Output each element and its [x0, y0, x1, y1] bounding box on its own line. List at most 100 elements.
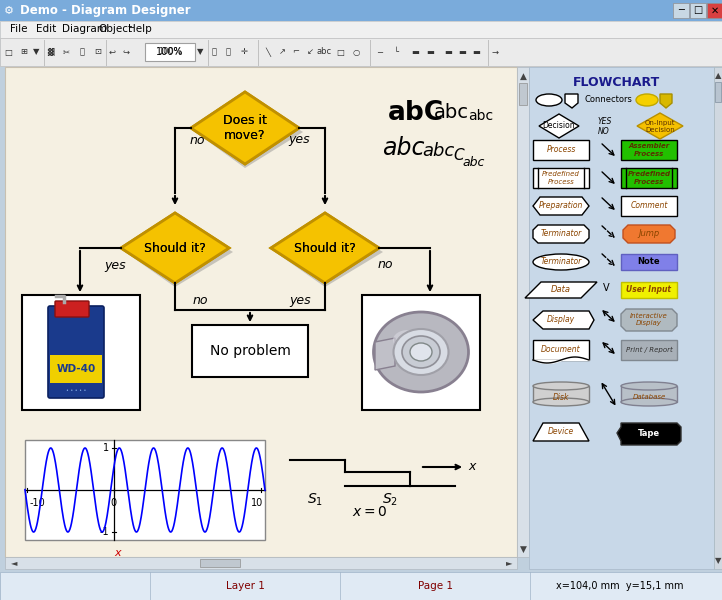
FancyBboxPatch shape — [0, 21, 722, 38]
Polygon shape — [533, 225, 589, 243]
Ellipse shape — [533, 382, 589, 390]
Polygon shape — [533, 197, 589, 215]
Text: NO: NO — [598, 127, 610, 136]
Text: User Input: User Input — [627, 286, 671, 295]
Text: □: □ — [336, 47, 344, 56]
Text: Should it?: Should it? — [144, 241, 206, 254]
Text: Does it
move?: Does it move? — [223, 114, 267, 142]
Text: abc: abc — [316, 47, 331, 56]
Polygon shape — [375, 338, 395, 370]
FancyBboxPatch shape — [25, 440, 265, 540]
Text: $S_2$: $S_2$ — [382, 492, 398, 508]
Text: Decision: Decision — [543, 121, 575, 130]
Text: $x = 0$: $x = 0$ — [352, 505, 388, 519]
Text: Display: Display — [547, 316, 575, 325]
Text: Predefined
Process: Predefined Process — [542, 172, 580, 185]
Text: WD-40: WD-40 — [56, 364, 95, 374]
Text: Interactive
Display: Interactive Display — [630, 313, 668, 326]
Text: FLOWCHART: FLOWCHART — [573, 76, 660, 88]
Text: ↩: ↩ — [108, 47, 116, 56]
Polygon shape — [275, 217, 383, 287]
Text: abc: abc — [382, 136, 425, 160]
Text: Does it
move?: Does it move? — [223, 114, 267, 142]
Ellipse shape — [636, 94, 658, 106]
FancyBboxPatch shape — [714, 67, 722, 569]
Polygon shape — [617, 423, 681, 445]
FancyBboxPatch shape — [533, 168, 589, 188]
Text: 100%: 100% — [158, 47, 182, 56]
FancyBboxPatch shape — [50, 355, 102, 383]
Text: Should it?: Should it? — [294, 241, 356, 254]
Text: □: □ — [693, 5, 703, 16]
Text: x=104,0 mm  y=15,1 mm: x=104,0 mm y=15,1 mm — [556, 581, 684, 591]
Text: yes: yes — [290, 294, 310, 307]
Ellipse shape — [402, 336, 440, 368]
Polygon shape — [121, 213, 229, 283]
Text: no: no — [378, 259, 393, 271]
Polygon shape — [191, 92, 299, 164]
Polygon shape — [565, 94, 578, 108]
Text: ►: ► — [505, 559, 512, 568]
FancyBboxPatch shape — [533, 386, 589, 402]
Polygon shape — [121, 213, 229, 283]
Text: ✋: ✋ — [225, 47, 230, 56]
Polygon shape — [195, 96, 303, 168]
Text: ◄: ◄ — [11, 559, 17, 568]
FancyBboxPatch shape — [48, 306, 104, 398]
Text: • • • • •: • • • • • — [66, 388, 86, 392]
Text: Preparation: Preparation — [539, 202, 583, 211]
Text: 1: 1 — [103, 443, 109, 453]
Text: Layer 1: Layer 1 — [225, 581, 264, 591]
Text: Data: Data — [551, 286, 571, 295]
FancyBboxPatch shape — [673, 3, 689, 18]
Text: 10: 10 — [251, 498, 263, 508]
Text: ─: ─ — [378, 47, 383, 56]
FancyBboxPatch shape — [192, 325, 308, 377]
Text: ▬: ▬ — [444, 47, 452, 56]
Text: ↗: ↗ — [279, 47, 285, 56]
FancyBboxPatch shape — [621, 282, 677, 298]
Text: YES: YES — [598, 116, 612, 125]
Ellipse shape — [621, 382, 677, 390]
Text: Device: Device — [548, 427, 574, 437]
Text: C: C — [453, 148, 464, 163]
Text: abc: abc — [434, 103, 469, 122]
Polygon shape — [637, 113, 683, 139]
Text: ✛: ✛ — [240, 47, 248, 56]
FancyBboxPatch shape — [621, 254, 677, 270]
FancyBboxPatch shape — [707, 3, 722, 18]
Text: File: File — [10, 25, 27, 34]
Ellipse shape — [533, 254, 589, 270]
Text: 0: 0 — [110, 498, 117, 508]
Text: 100%: 100% — [156, 47, 184, 57]
Text: $S_1$: $S_1$ — [307, 492, 323, 508]
FancyBboxPatch shape — [145, 43, 195, 61]
Text: abc: abc — [462, 155, 484, 169]
Text: abc: abc — [468, 109, 493, 123]
Polygon shape — [621, 309, 677, 331]
Text: Note: Note — [638, 257, 661, 266]
Text: Should it?: Should it? — [144, 241, 206, 254]
Text: ▬: ▬ — [411, 47, 419, 56]
Text: ▲: ▲ — [520, 71, 526, 80]
Text: -1: -1 — [99, 527, 109, 537]
Text: 🔍: 🔍 — [212, 47, 217, 56]
Text: abc: abc — [422, 142, 454, 160]
FancyBboxPatch shape — [715, 82, 721, 102]
Text: Should it?: Should it? — [294, 241, 356, 254]
Text: Database: Database — [632, 394, 666, 400]
FancyBboxPatch shape — [362, 295, 480, 410]
Text: No problem: No problem — [209, 344, 290, 358]
Text: ✂: ✂ — [63, 47, 69, 56]
FancyBboxPatch shape — [517, 67, 529, 557]
Ellipse shape — [621, 398, 677, 406]
FancyBboxPatch shape — [0, 38, 722, 66]
FancyBboxPatch shape — [529, 67, 714, 569]
Text: Disk: Disk — [553, 392, 569, 401]
Text: Assembler
Process: Assembler Process — [628, 143, 669, 157]
Text: ╲: ╲ — [266, 47, 271, 56]
Text: ⊞: ⊞ — [20, 47, 27, 56]
Polygon shape — [525, 282, 597, 298]
Ellipse shape — [393, 330, 423, 350]
Text: Predefined
Process: Predefined Process — [627, 172, 671, 185]
